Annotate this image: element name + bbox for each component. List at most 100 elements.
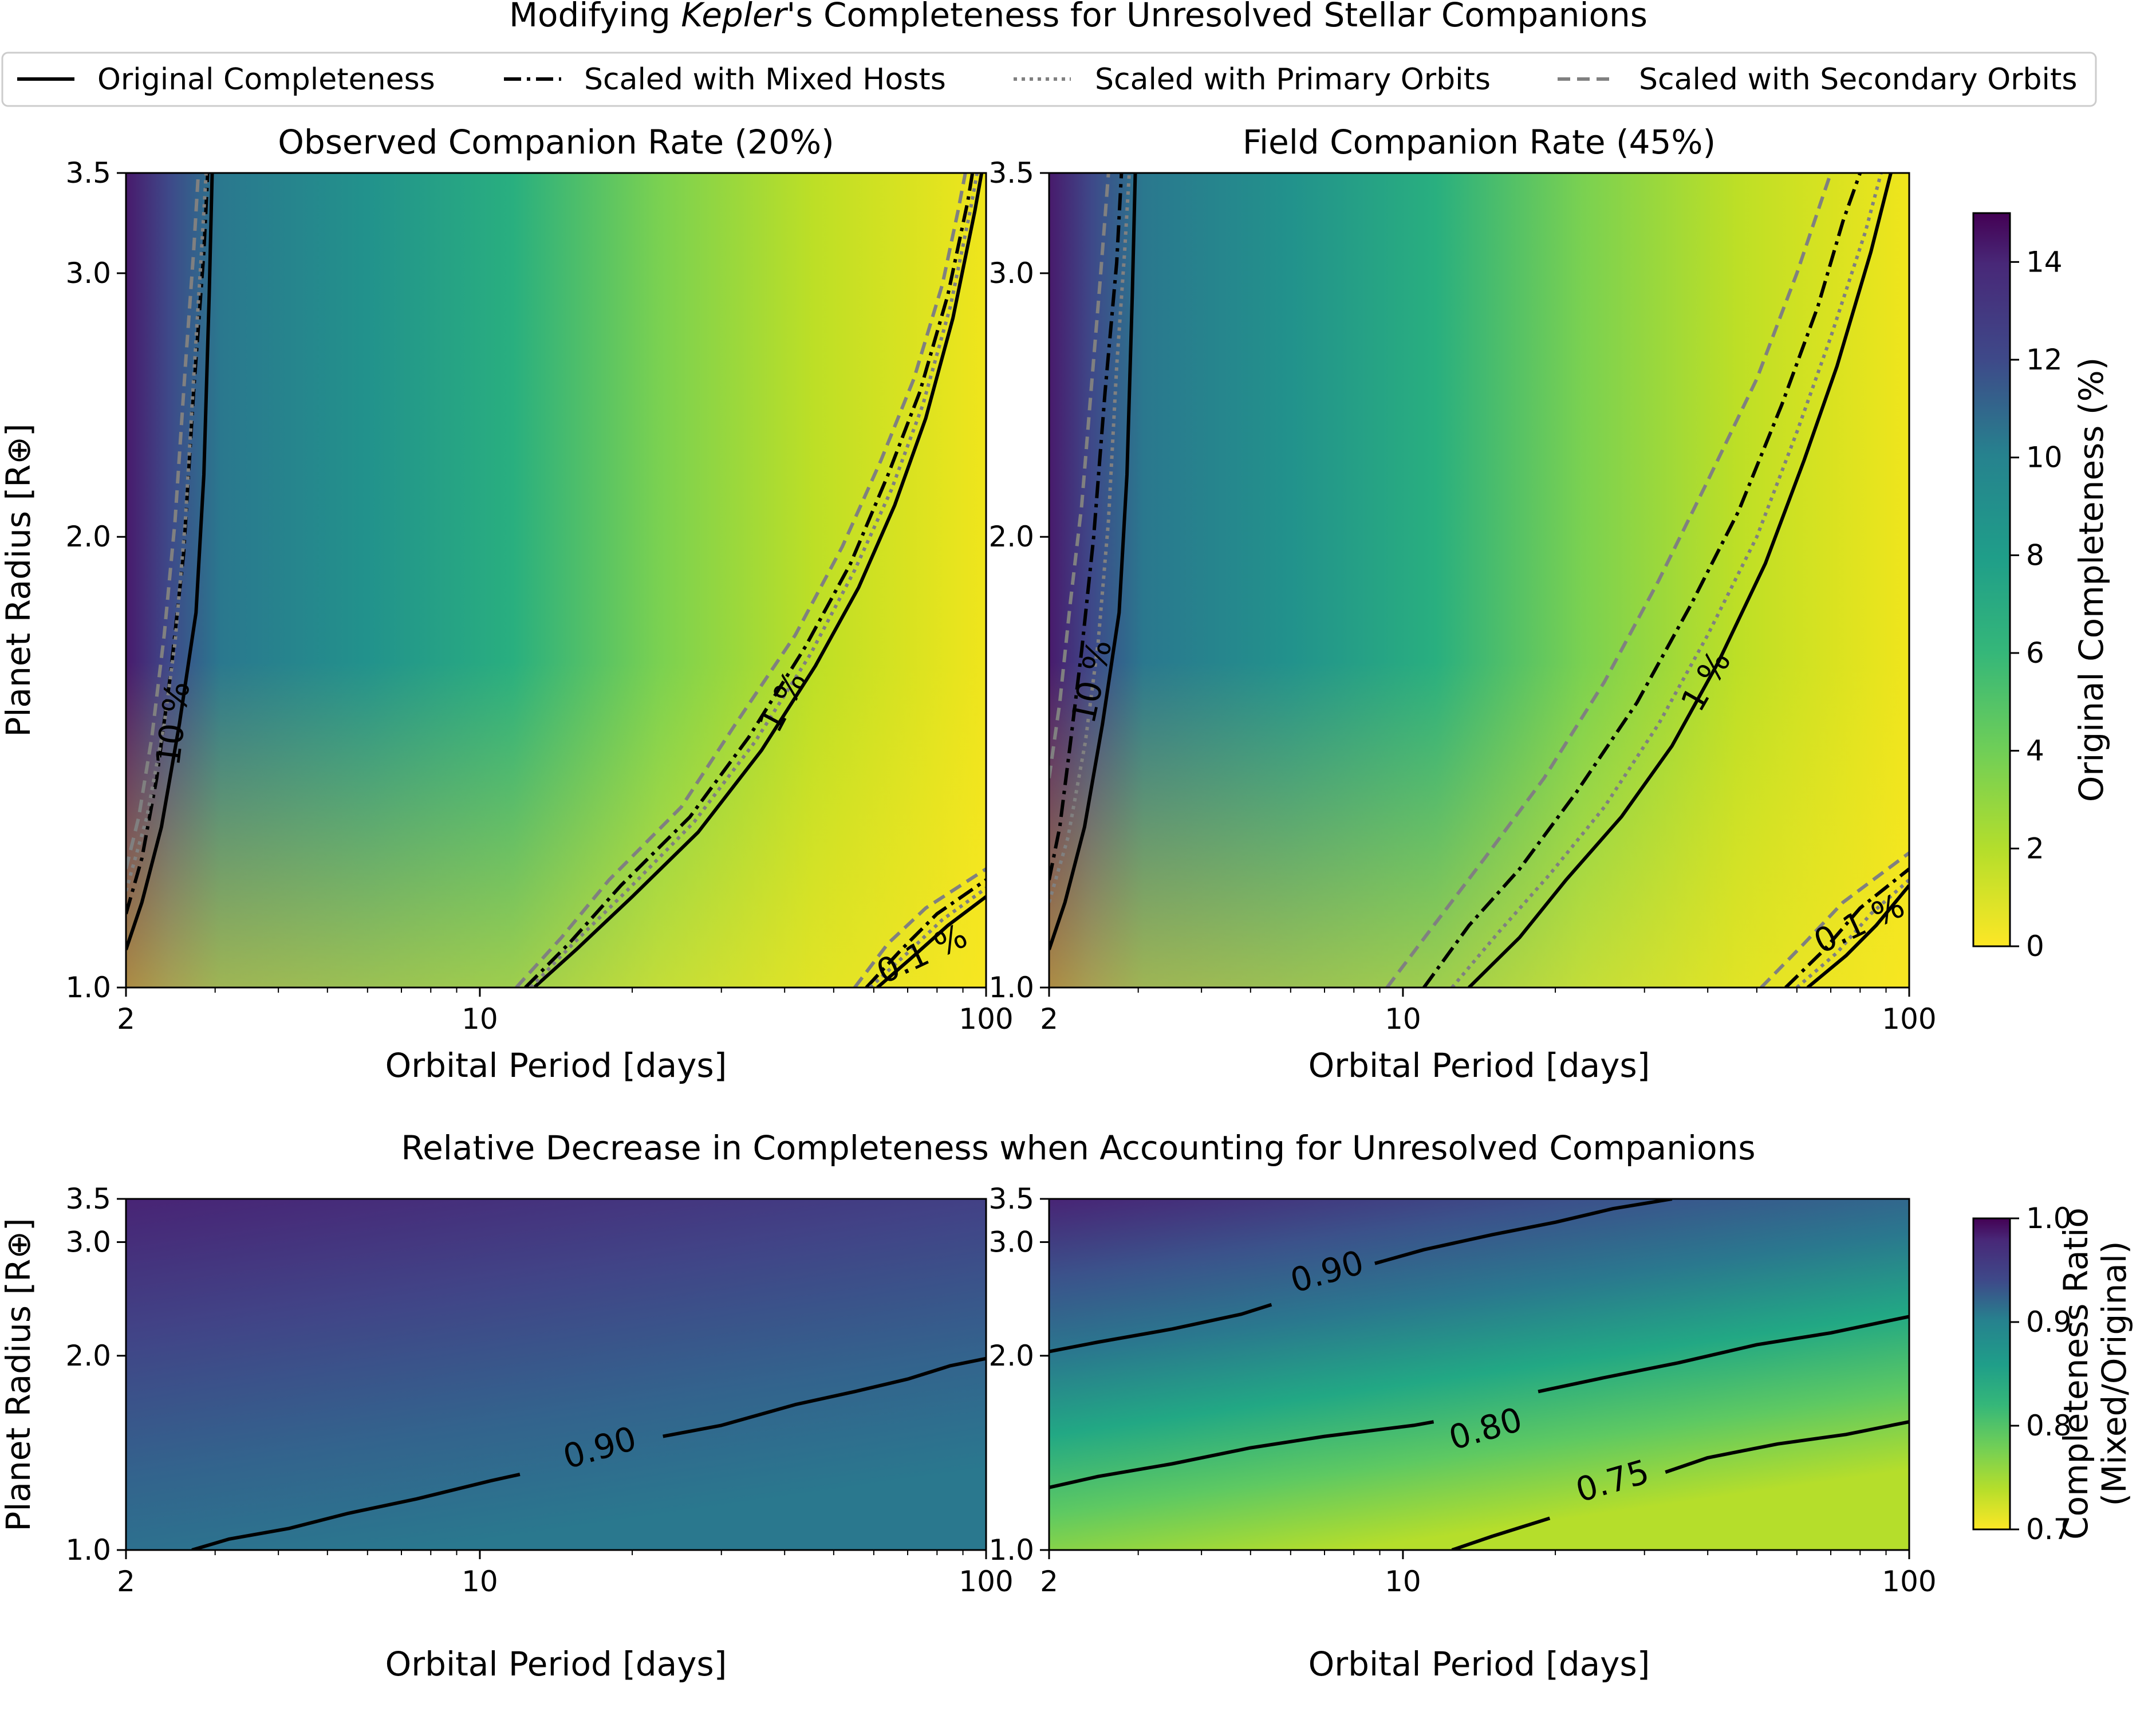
contour-line-solid [126,173,214,950]
y-tick-label: 3.0 [988,1225,1034,1258]
panel-title-observed: Observed Companion Rate (20%) [278,123,834,162]
x-tick-label: 100 [1882,1002,1936,1036]
colorbar-tick-label: 14 [2026,245,2063,278]
axes-frame-ratio-observed [125,1198,987,1551]
contour-line-solid [1451,1516,1551,1550]
contour-line-dashdot [1049,173,1124,880]
heatmap-ratio-observed [126,1199,986,1550]
y-tick-label: 3.5 [65,1182,111,1215]
y-tick-label: 3.0 [988,257,1034,290]
legend-label-secondary: Scaled with Secondary Orbits [1639,62,2077,97]
x-tick-label: 10 [1385,1002,1421,1036]
colorbar-tick-label: 4 [2026,734,2044,768]
legend-entry-mixed: Scaled with Mixed Hosts [504,62,946,97]
legend-label-mixed: Scaled with Mixed Hosts [584,62,946,97]
legend-entry-secondary: Scaled with Secondary Orbits [1558,62,2077,97]
axes-frame-ratio-field [1048,1198,1910,1551]
heatmap-observed-shade [126,173,986,988]
xlabel-field: Orbital Period [days] [1308,1046,1650,1085]
x-tick-label: 10 [462,1565,498,1598]
colorbar-top-bar [1972,212,2011,947]
contour-line-dashdot [524,173,975,988]
colorbar-tick-label: 0.9 [2026,1305,2072,1339]
x-tick-label: 2 [117,1565,135,1598]
contour-line-dotted [1795,878,1909,988]
contour-line-dotted [529,173,979,988]
colorbar-bottom-bar [1972,1217,2011,1531]
colorbar-bottom-label-line1: Completeness Ratio [2056,1207,2095,1540]
contour-line-solid [533,173,984,988]
colorbar-tick-label: 6 [2026,636,2044,670]
axes-frame-observed [125,172,987,989]
y-tick-label: 2.0 [65,520,111,553]
colorbar-top: 0 2 4 6 8 10 12 14 Original Completeness (%) [1972,212,2111,963]
y-tick-label: 3.5 [988,156,1034,190]
x-tick-label: 2 [1040,1565,1058,1598]
contour-line-dashed [1760,851,1909,988]
contour-line-solid [1665,1420,1909,1474]
y-tick-label: 1.0 [65,971,111,1004]
colorbar-tick-label: 0.7 [2026,1513,2072,1546]
colorbar-bottom-label-line2: (Mixed/Original) [2095,1241,2134,1506]
y-tick-label: 3.0 [65,1225,111,1258]
colorbar-tick-label: 10 [2026,441,2063,474]
contour-line-solid [1374,1199,1673,1265]
legend-label-primary: Scaled with Primary Orbits [1095,62,1491,97]
y-tick-label: 1.0 [988,971,1034,1004]
ticks-ratio-observed: 2 10 100 1.0 2.0 3.0 3.5 [65,1182,1013,1598]
y-tick-label: 2.0 [988,1339,1034,1372]
heatmap-ratio-field [1049,1199,1909,1550]
legend-label-original: Original Completeness [97,62,435,97]
colorbar-tick-label: 1.0 [2026,1202,2072,1235]
panel-title-field: Field Companion Rate (45%) [1243,123,1716,162]
contour-line-dashed [1049,173,1110,778]
legend: Original Completeness Scaled with Mixed … [1,52,2097,107]
colorbar-bottom-ticks: 0.7 0.8 0.9 1.0 [2010,1202,2072,1546]
ticks-observed: 2 10 100 1.0 2.0 3.0 3.5 [65,156,1013,1036]
bottom-section-title: Relative Decrease in Completeness when A… [401,1128,1755,1167]
contour-line-dotted [126,173,208,892]
contour-line-dashed [1385,173,1832,988]
y-tick-label: 3.5 [65,156,111,190]
x-tick-label: 100 [1882,1565,1936,1598]
contour-line-solid [1049,1303,1272,1354]
axes-frame-field [1048,172,1910,989]
y-tick-label: 1.0 [988,1533,1034,1567]
colorbar-tick-label: 0 [2026,930,2044,963]
contour-line-solid [191,1472,521,1550]
y-tick-label: 3.0 [65,257,111,290]
x-tick-label: 10 [1385,1565,1421,1598]
contour-line-dotted [1451,173,1883,988]
contour-line-solid [1049,173,1137,950]
contour-line-solid [1049,1420,1434,1489]
contour-line-dotted [869,887,986,988]
ticks-ratio-field: 2 10 100 1.0 2.0 3.0 3.5 [988,1182,1936,1598]
colorbar-bottom: 0.7 0.8 0.9 1.0 Completeness Ratio (Mixed/O… [1972,1202,2134,1546]
ylabel-bottom: Planet Radius [R⊕] [0,1218,38,1531]
xlabel-ratio-observed: Orbital Period [days] [385,1645,727,1683]
contour-line-solid [1468,173,1893,988]
contour-line-dashed [126,173,200,870]
ticks-field: 2 10 100 1.0 2.0 3.0 3.5 [988,156,1936,1036]
figure-title: Modifying Kepler's Completeness for Unre… [509,0,1647,34]
legend-entry-original: Original Completeness [17,62,435,97]
colorbar-tick-label: 12 [2026,343,2063,376]
x-tick-label: 2 [117,1002,135,1036]
legend-entry-primary: Scaled with Primary Orbits [1014,62,1491,97]
y-tick-label: 2.0 [65,1339,111,1372]
y-tick-label: 1.0 [65,1533,111,1567]
contour-line-solid [876,895,986,988]
y-tick-label: 3.5 [988,1182,1034,1215]
x-tick-label: 10 [462,1002,498,1036]
contour-line-solid [663,1356,986,1438]
colorbar-tick-label: 8 [2026,538,2044,572]
x-tick-label: 100 [959,1002,1013,1036]
contour-line-dashed [515,173,967,988]
x-tick-label: 100 [959,1565,1013,1598]
colorbar-top-label: Original Completeness (%) [2072,357,2111,803]
